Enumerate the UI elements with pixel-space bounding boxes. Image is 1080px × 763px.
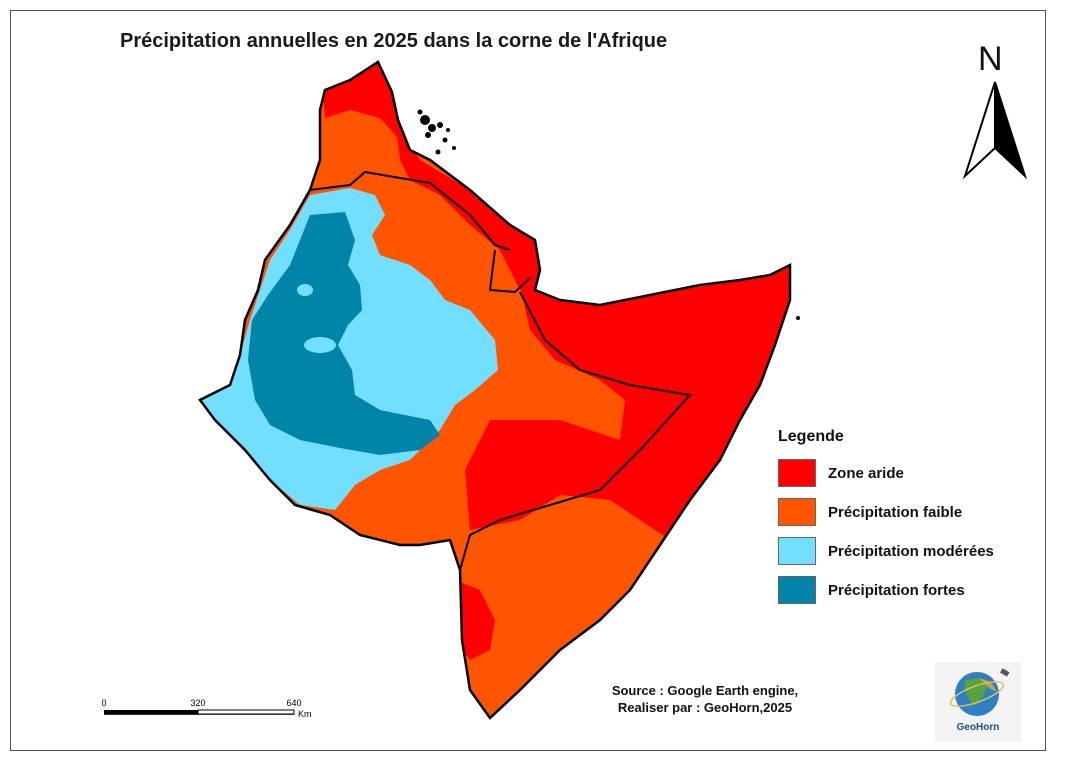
heavy-rain-zone [248,212,440,455]
north-label: N [978,40,1003,78]
legend-label: Zone aride [828,464,904,482]
legend-swatch-heavy [778,576,816,604]
legend-label: Précipitation fortes [828,581,965,599]
border-ethiopia-somalia [459,291,692,571]
legend-label: Précipitation faible [828,503,963,521]
socotra-dot [796,316,800,320]
arid-zone-south [455,580,495,660]
legend-item-moderate: Précipitation modérées [778,536,994,566]
north-arrow-icon [962,81,1028,180]
legend-item-arid: Zone aride [778,458,994,488]
legend-swatch-low [778,498,816,526]
author-line: Realiser par : GeoHorn,2025 [617,700,793,715]
dahlak-islands [417,109,456,155]
legend-item-heavy: Précipitation fortes [778,575,994,605]
geohorn-logo: GeoHorn [935,662,1021,742]
legend: Legende Zone aride Précipitation faible … [778,428,994,614]
legend-title: Legende [778,428,844,445]
source-line: Source : Google Earth engine, [611,683,799,698]
scale-tick-320: 320 [190,698,205,708]
globe-icon [949,668,1010,716]
arid-zone-coast [395,120,545,290]
scale-tick-0: 0 [101,698,106,708]
legend-item-low: Précipitation faible [778,497,994,527]
source-credit: Source : Google Earth engine, Realiser p… [560,682,850,716]
border-eritrea [309,170,511,251]
legend-label: Précipitation modérées [828,542,994,560]
region-outline [198,60,792,720]
moderate-spot-2 [297,284,313,296]
scale-tick-640: 640 [286,698,301,708]
legend-swatch-arid [778,459,816,487]
moderate-spot-1 [304,337,336,353]
logo-text: GeoHorn [956,722,1000,733]
scale-bar: 0 320 640 Km [101,698,312,719]
scale-unit: Km [298,709,312,719]
legend-swatch-moderate [778,537,816,565]
map-title: Précipitation annuelles en 2025 dans la … [120,30,668,52]
border-djibouti [488,249,531,294]
